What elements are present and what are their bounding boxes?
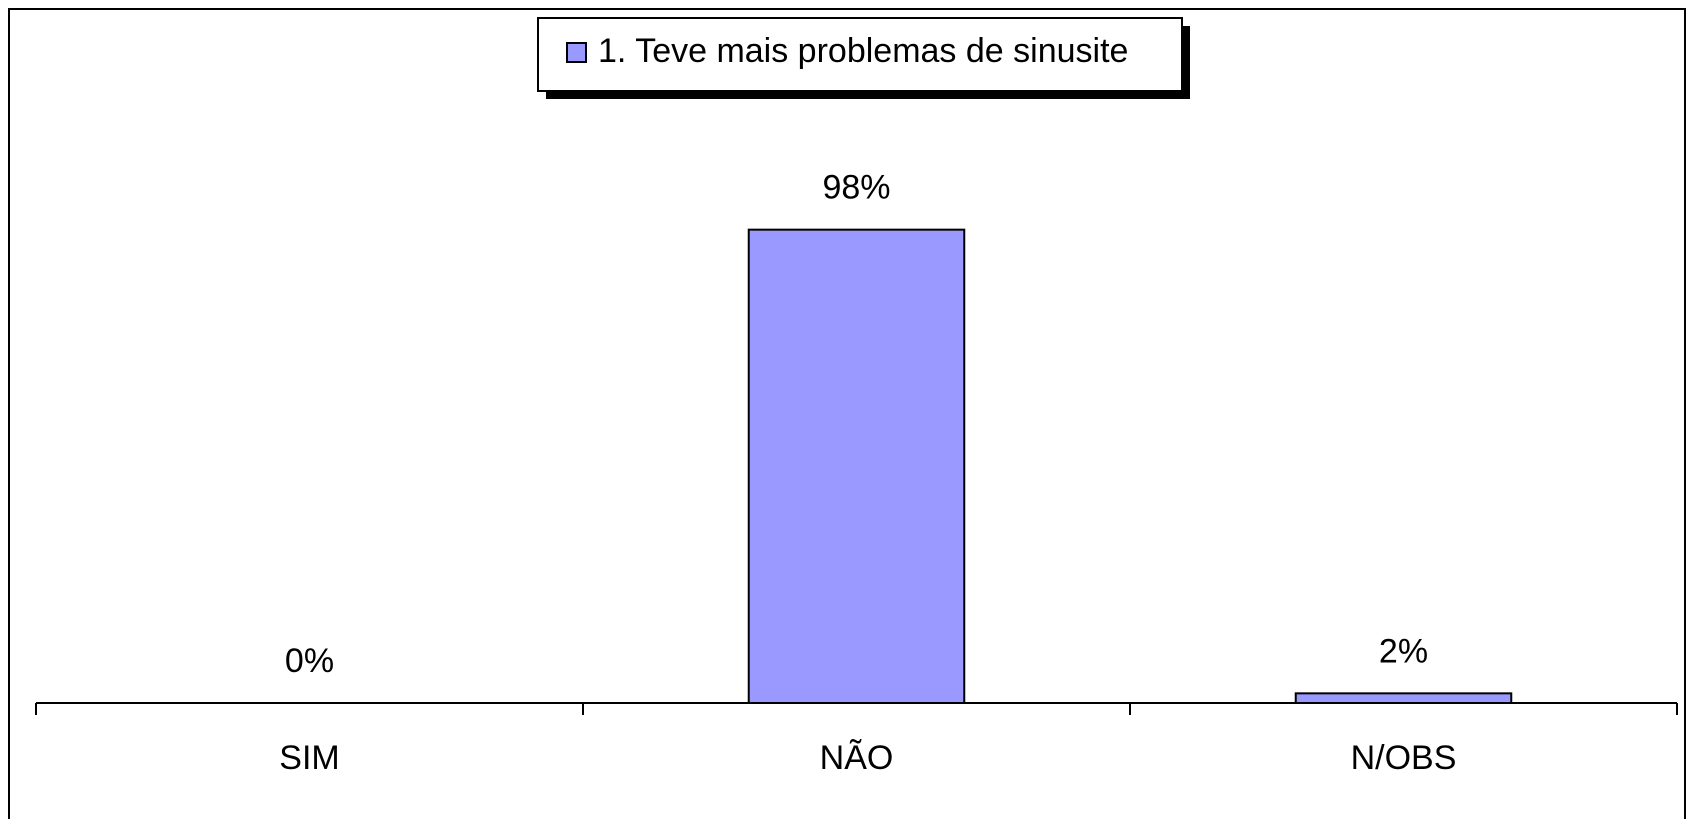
x-tick-label: NÃO [820, 739, 894, 777]
data-label: 0% [285, 642, 334, 680]
x-tick-label: N/OBS [1351, 739, 1457, 777]
bar [747, 228, 966, 704]
legend-swatch [566, 42, 587, 63]
bar [1294, 692, 1513, 705]
legend: 1. Teve mais problemas de sinusite [537, 17, 1190, 99]
legend-label: 1. Teve mais problemas de sinusite [598, 32, 1128, 70]
legend-box [537, 17, 1183, 92]
data-label: 98% [822, 169, 890, 207]
data-label: 2% [1379, 632, 1428, 670]
x-tick-label: SIM [279, 739, 339, 777]
